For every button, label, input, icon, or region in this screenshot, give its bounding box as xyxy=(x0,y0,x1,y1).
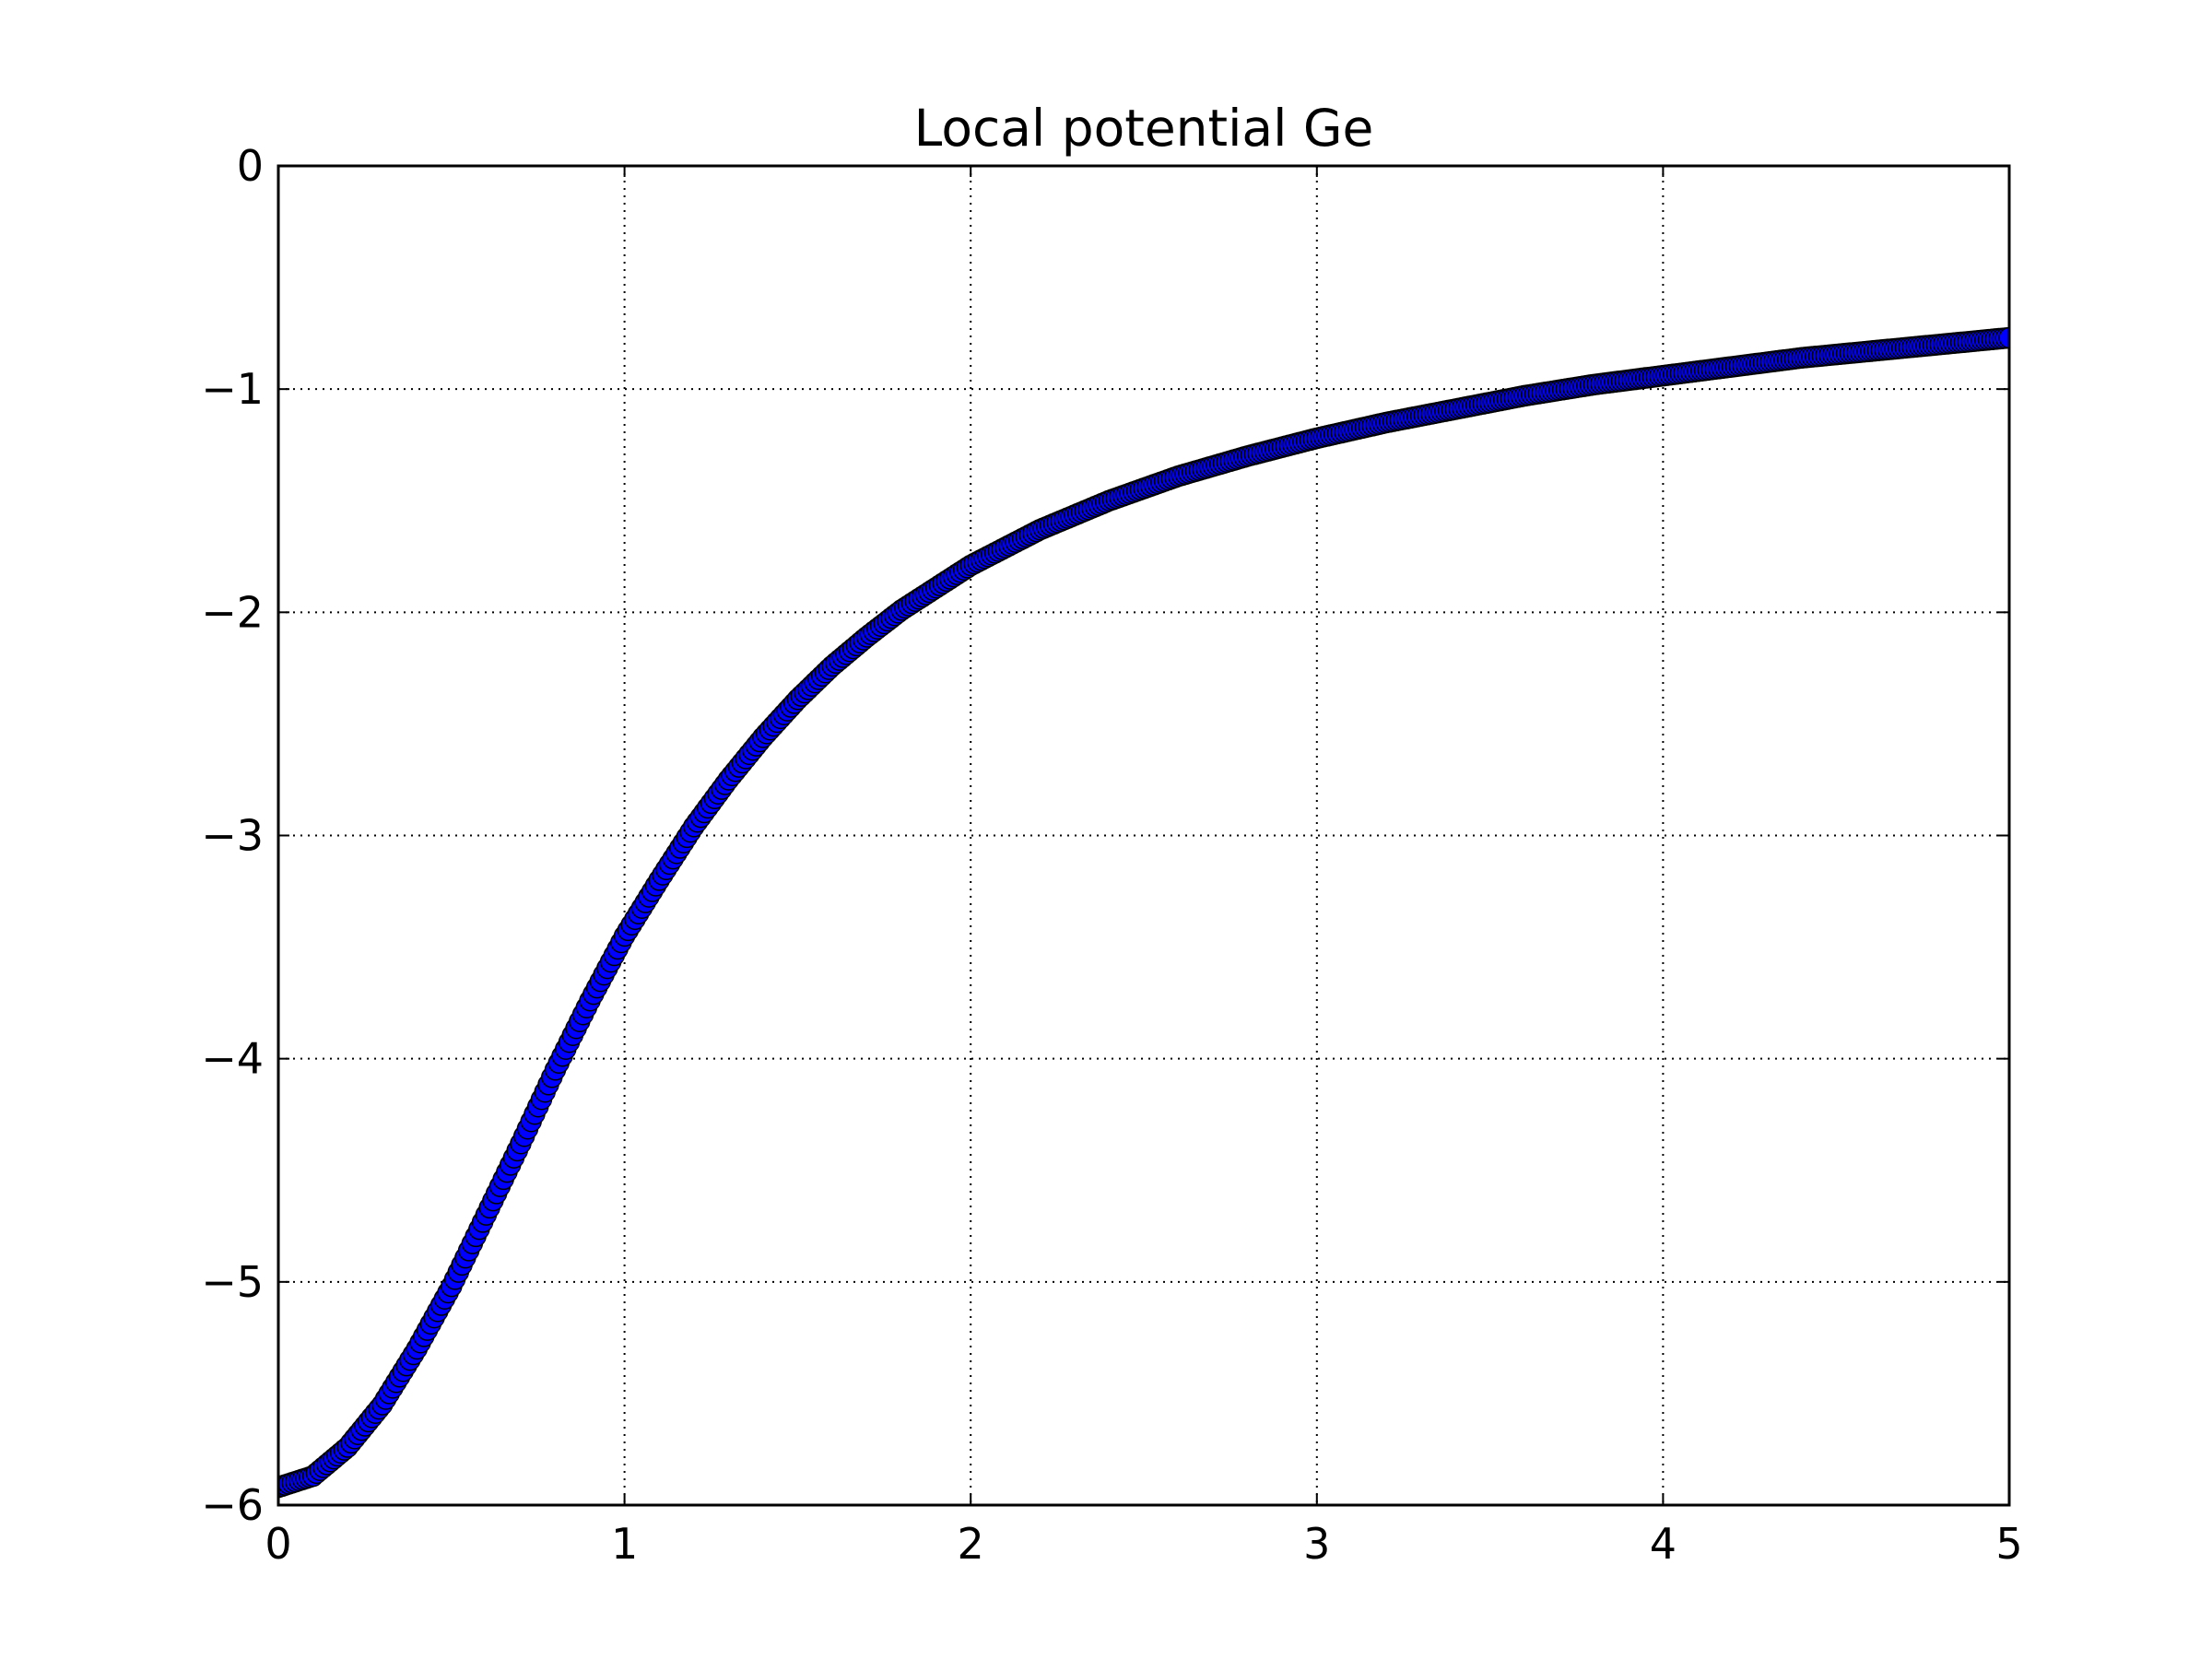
y-axis-ticks: 0 −1 −2 −3 −4 −5 −6 xyxy=(201,141,2009,1530)
y-tick-label: −1 xyxy=(201,364,264,414)
series-0 xyxy=(278,326,2009,1499)
data-point xyxy=(1998,326,2009,349)
y-tick-label: 0 xyxy=(237,141,264,191)
x-tick-label: 3 xyxy=(1303,1519,1330,1569)
x-tick-label: 0 xyxy=(265,1519,291,1569)
y-tick-label: −6 xyxy=(201,1480,264,1530)
x-axis-ticks: 0 1 2 3 4 5 xyxy=(265,166,2023,1569)
x-tick-label: 2 xyxy=(958,1519,984,1569)
y-tick-label: −4 xyxy=(201,1034,264,1084)
data-series xyxy=(278,326,2009,1499)
y-tick-label: −3 xyxy=(201,811,264,861)
x-tick-label: 4 xyxy=(1650,1519,1677,1569)
x-tick-label: 5 xyxy=(1995,1519,2022,1569)
y-tick-label: −5 xyxy=(201,1257,264,1307)
x-tick-label: 1 xyxy=(611,1519,638,1569)
chart-title: Local potential Ge xyxy=(914,99,1374,158)
y-tick-label: −2 xyxy=(201,587,264,637)
